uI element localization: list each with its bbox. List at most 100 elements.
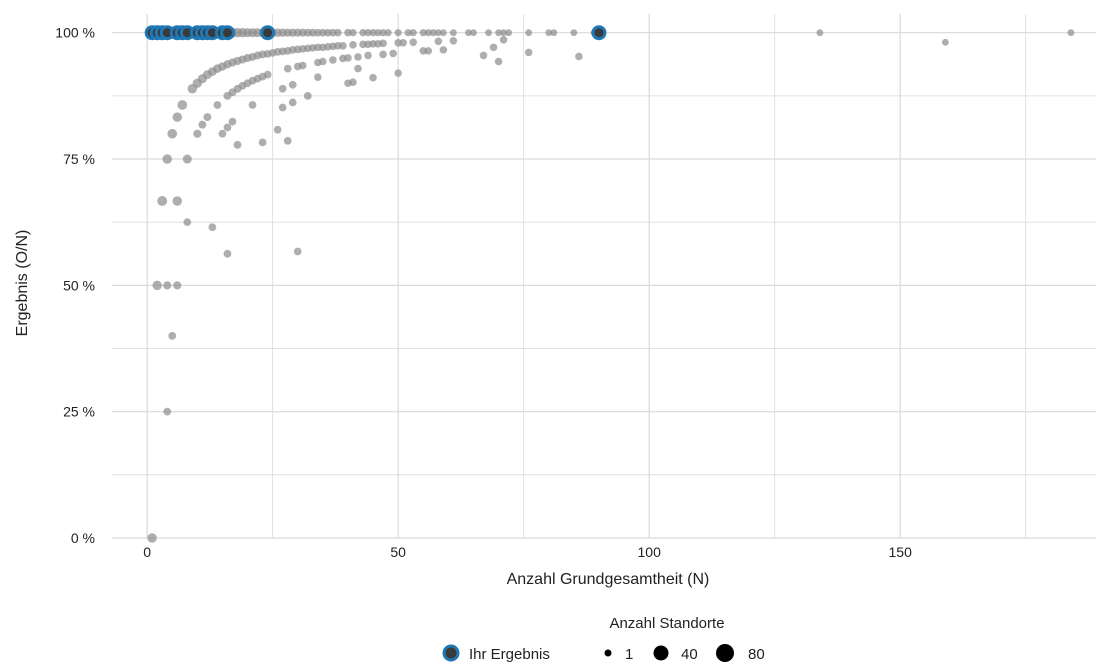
data-point — [147, 533, 157, 543]
legend-size-label-1: 1 — [625, 646, 633, 663]
data-point — [424, 47, 433, 55]
data-point — [339, 42, 347, 50]
data-point — [344, 54, 352, 62]
data-point — [349, 41, 357, 49]
data-point — [485, 29, 492, 37]
data-point — [273, 125, 282, 134]
legend-title: Anzahl Standorte — [609, 615, 724, 632]
data-point — [349, 78, 357, 86]
data-point — [152, 280, 162, 291]
data-point — [167, 128, 178, 139]
data-point — [173, 281, 182, 290]
data-point — [223, 123, 232, 132]
data-point — [172, 112, 183, 122]
data-point — [168, 332, 177, 340]
data-point — [283, 64, 292, 73]
points-your-result — [144, 25, 607, 41]
x-tick-label: 50 — [390, 544, 406, 560]
data-point — [500, 29, 507, 37]
data-point — [258, 138, 267, 147]
data-point — [233, 140, 242, 149]
data-point — [314, 73, 322, 81]
data-point — [288, 98, 297, 107]
data-point — [183, 218, 192, 227]
data-point — [449, 36, 458, 45]
legend-size-label-80: 80 — [748, 646, 765, 663]
data-point — [193, 129, 202, 138]
data-point — [172, 196, 183, 206]
data-point — [379, 39, 387, 48]
your-result-point — [260, 25, 276, 41]
data-point — [409, 29, 417, 37]
data-point — [394, 29, 402, 37]
data-point — [263, 70, 272, 79]
data-point — [223, 249, 232, 258]
legend-highlight-label: Ihr Ergebnis — [469, 646, 550, 663]
data-point — [364, 51, 372, 60]
legend-size-marker-80 — [716, 644, 734, 662]
y-tick-label: 100 % — [55, 25, 95, 41]
data-point — [208, 223, 217, 232]
data-point — [182, 154, 192, 164]
data-point — [379, 50, 387, 59]
data-point — [213, 101, 222, 109]
data-point — [439, 29, 447, 37]
data-point — [434, 29, 442, 37]
x-axis-tick-labels: 0 50 100 150 — [143, 544, 912, 560]
y-axis-tick-labels: 0 % 25 % 50 % 75 % 100 % — [55, 25, 95, 546]
data-point — [941, 38, 949, 46]
data-point — [374, 29, 382, 37]
y-axis-title: Ergebnis (O/N) — [14, 230, 31, 337]
data-point — [394, 69, 402, 77]
data-point — [369, 73, 377, 82]
data-point — [404, 29, 412, 37]
data-point — [1067, 29, 1075, 37]
data-point — [429, 29, 437, 37]
data-point — [575, 52, 583, 61]
data-point — [525, 29, 533, 37]
data-point — [163, 407, 172, 416]
data-point — [218, 129, 227, 138]
data-point — [349, 29, 357, 37]
data-point — [419, 29, 427, 37]
x-tick-label: 100 — [638, 544, 662, 560]
data-point — [550, 29, 558, 37]
data-point — [499, 35, 508, 44]
y-tick-label: 50 % — [63, 277, 95, 293]
data-point — [298, 61, 307, 70]
legend-size-marker-1 — [604, 649, 612, 657]
points-all-locations — [145, 26, 1075, 543]
data-point — [449, 29, 457, 37]
data-point — [465, 29, 472, 37]
data-point — [399, 39, 407, 47]
data-point — [470, 29, 477, 37]
data-point — [162, 154, 172, 164]
data-point — [495, 29, 502, 37]
data-point — [816, 29, 824, 37]
data-point — [524, 48, 533, 57]
data-point — [319, 57, 327, 66]
data-point — [334, 28, 342, 37]
data-point — [283, 136, 292, 145]
data-point — [389, 49, 397, 58]
your-result-point — [219, 25, 235, 41]
legend: Anzahl Standorte Ihr Ergebnis 1 40 80 — [442, 615, 765, 663]
data-point — [228, 117, 237, 126]
data-point — [198, 120, 207, 129]
data-point — [203, 113, 212, 122]
data-point — [177, 100, 188, 110]
data-point — [384, 29, 392, 37]
data-point — [379, 29, 387, 37]
y-tick-label: 75 % — [63, 151, 95, 167]
data-point — [479, 51, 488, 60]
data-point — [354, 64, 362, 73]
data-point — [288, 80, 297, 89]
data-point — [303, 91, 312, 100]
data-point — [409, 38, 418, 47]
legend-size-marker-40 — [653, 645, 669, 661]
data-point — [424, 29, 432, 37]
data-point — [278, 84, 287, 93]
y-tick-label: 0 % — [71, 530, 95, 546]
data-point — [163, 281, 172, 290]
data-point — [570, 29, 578, 37]
